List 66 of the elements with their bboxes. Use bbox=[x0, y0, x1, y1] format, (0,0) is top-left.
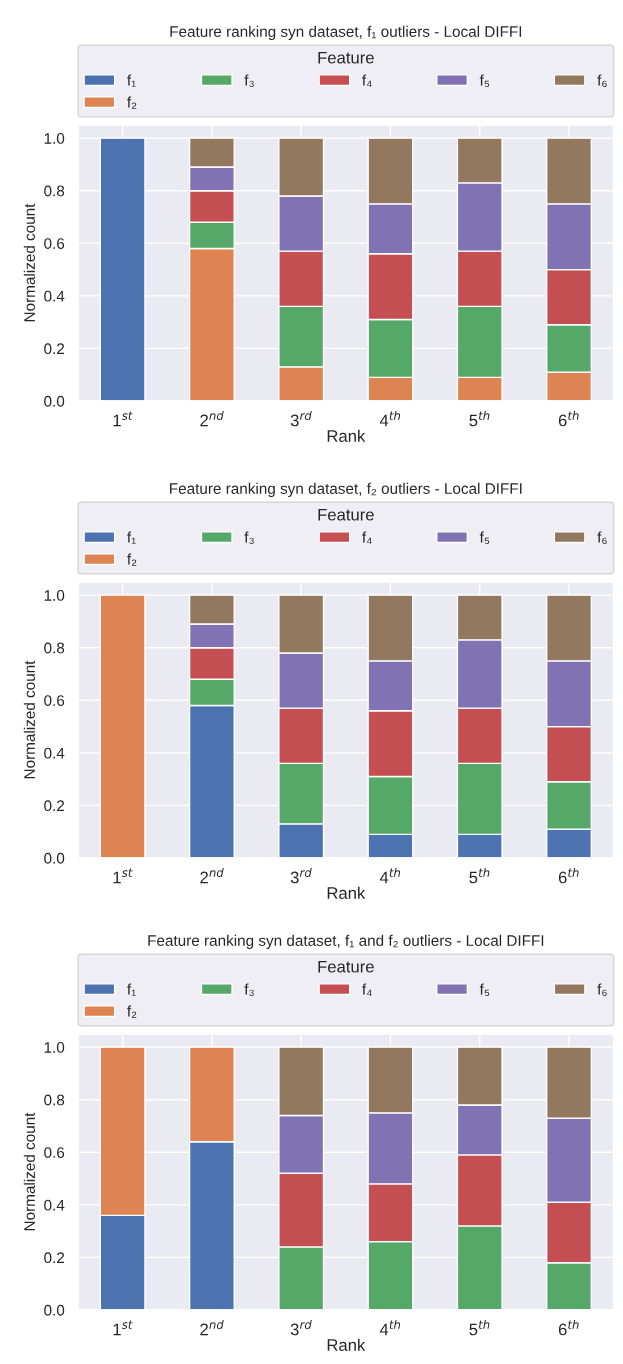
x-tick-label: 5$^{th}$ bbox=[469, 410, 490, 427]
y-tick-label: 1.0 bbox=[44, 590, 65, 601]
legend-label: f₃ bbox=[244, 74, 254, 87]
legend-label: f₅ bbox=[479, 74, 490, 87]
y-axis-title: Normalized count bbox=[23, 660, 35, 779]
legend-title: Feature bbox=[318, 960, 374, 973]
x-tick-label: 6$^{th}$ bbox=[558, 410, 579, 427]
x-tick-label: 2$^{nd}$ bbox=[200, 410, 224, 427]
legend-title: Feature bbox=[318, 508, 374, 521]
x-tick-label: 4$^{th}$ bbox=[379, 867, 401, 884]
y-tick-label: 0.6 bbox=[44, 1147, 65, 1158]
x-tick-label: 3$^{rd}$ bbox=[290, 867, 312, 884]
x-tick-label: 1$^{st}$ bbox=[113, 868, 133, 884]
y-tick-label: 0.0 bbox=[44, 852, 65, 864]
y-axis-title: Normalized count bbox=[23, 203, 35, 322]
y-tick-label: 0.0 bbox=[44, 1304, 65, 1316]
y-tick-label: 0.8 bbox=[44, 642, 65, 654]
y-tick-label: 0.4 bbox=[44, 747, 65, 759]
legend-label: f₁ bbox=[127, 74, 136, 87]
legend-label: f₆ bbox=[597, 531, 607, 544]
legend-label: f₆ bbox=[597, 983, 607, 996]
x-tick-label: 5$^{th}$ bbox=[469, 867, 490, 884]
y-tick-label: 1.0 bbox=[44, 133, 65, 144]
y-tick-label: 0.2 bbox=[44, 1252, 65, 1264]
legend-label: f₁ bbox=[127, 531, 136, 544]
legend-label: f₂ bbox=[127, 96, 137, 109]
x-tick-label: 3$^{rd}$ bbox=[290, 1319, 312, 1336]
y-tick-label: 0.8 bbox=[44, 185, 65, 197]
chart-title: Feature ranking syn dataset, f₁ and f₂ outliers - Local DIFFI bbox=[148, 934, 544, 949]
legend-label: f₆ bbox=[597, 74, 607, 87]
x-tick-label: 4$^{th}$ bbox=[379, 1319, 401, 1336]
y-tick-label: 0.6 bbox=[44, 238, 65, 249]
legend-label: f₅ bbox=[479, 983, 490, 996]
y-tick-label: 0.2 bbox=[44, 343, 65, 355]
y-tick-label: 0.4 bbox=[44, 1199, 65, 1211]
legend-label: f₁ bbox=[127, 983, 136, 996]
x-axis-title: Rank bbox=[327, 429, 366, 442]
y-axis-title: Normalized count bbox=[23, 1112, 35, 1231]
x-tick-label: 4$^{th}$ bbox=[379, 410, 401, 427]
x-tick-label: 1$^{st}$ bbox=[113, 411, 133, 427]
legend-title: Feature bbox=[318, 51, 374, 64]
legend-label: f₄ bbox=[362, 983, 372, 996]
x-tick-label: 3$^{rd}$ bbox=[290, 410, 312, 427]
y-tick-label: 0.2 bbox=[44, 800, 65, 812]
y-tick-label: 0.6 bbox=[44, 695, 65, 706]
x-axis-title: Rank bbox=[327, 886, 366, 899]
legend-label: f₅ bbox=[479, 531, 490, 544]
legend-label: f₄ bbox=[362, 531, 372, 544]
y-tick-label: 0.0 bbox=[44, 395, 65, 407]
x-tick-label: 1$^{st}$ bbox=[113, 1320, 133, 1336]
y-tick-label: 1.0 bbox=[44, 1042, 65, 1053]
x-tick-label: 6$^{th}$ bbox=[558, 1319, 579, 1336]
y-tick-label: 0.8 bbox=[44, 1094, 65, 1106]
legend-label: f₃ bbox=[244, 983, 254, 996]
x-tick-label: 6$^{th}$ bbox=[558, 867, 579, 884]
legend-label: f₂ bbox=[127, 1005, 137, 1018]
legend-label: f₃ bbox=[244, 531, 254, 544]
chart-title: Feature ranking syn dataset, f₁ outliers - Local DIFFI bbox=[170, 25, 522, 40]
legend-label: f₄ bbox=[362, 74, 372, 87]
legend-label: f₂ bbox=[127, 553, 137, 566]
x-axis-title: Rank bbox=[327, 1338, 366, 1351]
y-tick-label: 0.4 bbox=[44, 290, 65, 302]
x-tick-label: 2$^{nd}$ bbox=[200, 1319, 224, 1336]
x-tick-label: 2$^{nd}$ bbox=[200, 867, 224, 884]
x-tick-label: 5$^{th}$ bbox=[469, 1319, 490, 1336]
chart-title: Feature ranking syn dataset, f₂ outliers - Local DIFFI bbox=[170, 482, 522, 497]
